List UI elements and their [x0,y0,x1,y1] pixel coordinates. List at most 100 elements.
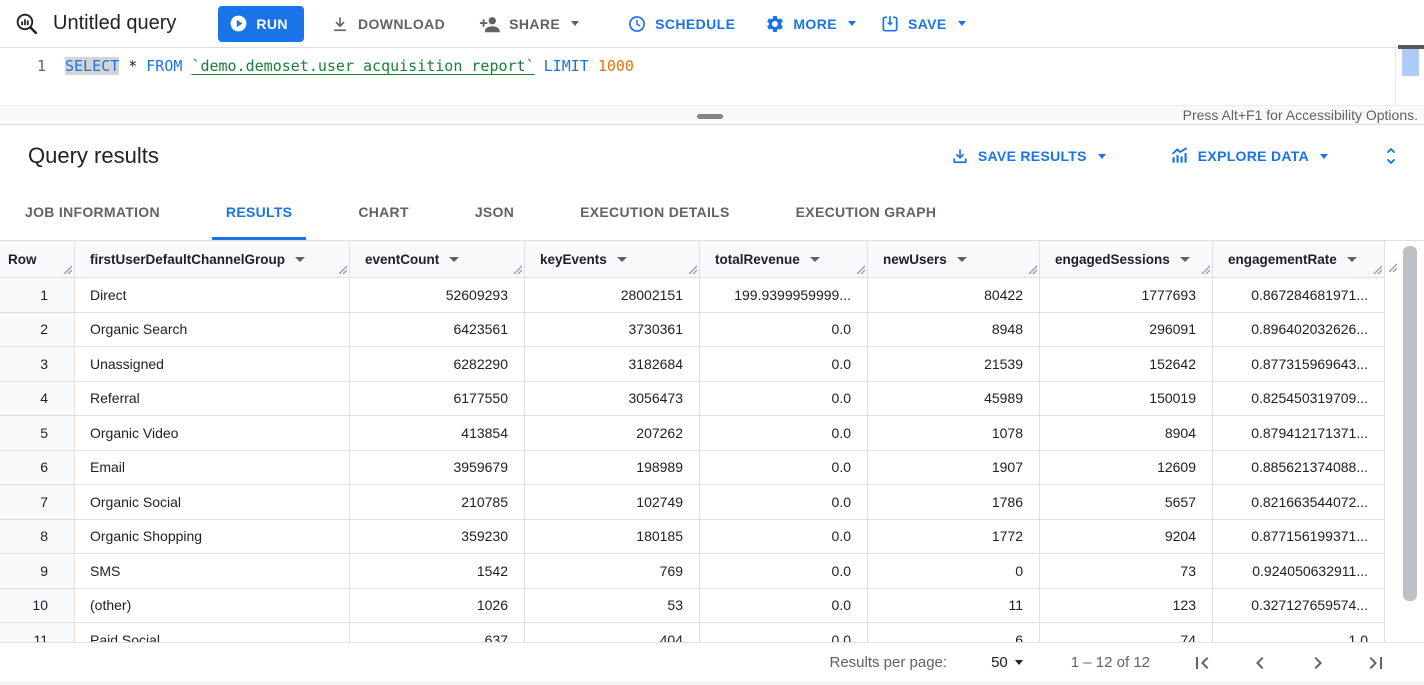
column-label: keyEvents [540,251,607,267]
column-menu-caret-icon[interactable] [616,256,627,262]
column-header-row[interactable]: Row [0,241,75,277]
column-header-engagementrate[interactable]: engagementRate [1213,241,1385,277]
table-cell: 12609 [1040,450,1213,484]
save-button[interactable]: SAVE [880,14,966,34]
table-cell: 74 [1040,623,1213,642]
table-row: 2 Organic Search 6423561 3730361 0.0 8948 2960… [0,312,1385,347]
column-header-engagedsessions[interactable]: engagedSessions [1040,241,1213,277]
table-cell: 73 [1040,554,1213,588]
table-cell: 102749 [525,485,700,519]
table-cell: Organic Social [75,485,350,519]
sql-keyword-from: FROM [146,57,183,75]
resize-handle-icon[interactable] [856,265,865,274]
table-cell: 0.0 [700,519,868,553]
previous-page-button[interactable] [1248,651,1272,675]
share-button[interactable]: SHARE [479,13,580,35]
query-toolbar: Untitled query RUN DOWNLOAD SHARE [0,0,1424,48]
table-cell: 210785 [350,485,525,519]
table-header-row: Row firstUserDefaultChannelGroup eventCoun… [0,241,1385,278]
resize-handle-icon[interactable] [1388,263,1397,272]
column-header-firstuserdefaultchannelgroup[interactable]: firstUserDefaultChannelGroup [75,241,350,277]
table-cell: 0.0 [700,450,868,484]
play-circle-icon [229,14,248,33]
editor-scrollbar-thumb[interactable] [1402,49,1419,76]
pagination-bar: Results per page: 50 1 – 12 of 12 [0,642,1424,682]
table-cell: 150019 [1040,381,1213,415]
save-label: SAVE [907,15,947,32]
table-scrollbar-thumb[interactable] [1403,246,1417,601]
next-page-button[interactable] [1306,651,1330,675]
table-cell: 6282290 [350,347,525,381]
table-cell: 0.0 [700,485,868,519]
explore-data-button[interactable]: EXPLORE DATA [1170,146,1328,166]
row-number-cell: 4 [0,381,75,415]
tab-execution-details[interactable]: EXECUTION DETAILS [580,203,730,220]
first-page-button[interactable] [1190,651,1214,675]
table-cell: 6 [868,623,1040,642]
run-button[interactable]: RUN [218,5,304,42]
column-menu-caret-icon[interactable] [956,256,967,262]
row-number-cell: 8 [0,519,75,553]
last-page-button[interactable] [1364,651,1388,675]
table-row: 8 Organic Shopping 359230 180185 0.0 1772 9204… [0,519,1385,554]
save-results-button[interactable]: SAVE RESULTS [950,146,1106,166]
splitter-handle[interactable] [697,114,723,119]
resize-handle-icon[interactable] [688,265,697,274]
table-cell: 52609293 [350,278,525,312]
column-menu-caret-icon[interactable] [295,256,306,262]
resize-handle-icon[interactable] [1201,265,1210,274]
row-number-cell: 9 [0,554,75,588]
table-cell: 45989 [868,381,1040,415]
tab-json[interactable]: JSON [474,203,515,220]
sql-editor[interactable]: 1 SELECT * FROM `demo.demoset.user_acqui… [0,45,1424,105]
table-row: 10 (other) 1026 53 0.0 11 123 0.327127659574... [0,588,1385,623]
column-menu-caret-icon[interactable] [1346,256,1357,262]
download-button[interactable]: DOWNLOAD [330,14,445,34]
table-cell: 1078 [868,416,1040,450]
table-cell: 0.867284681971... [1213,278,1385,312]
column-menu-caret-icon[interactable] [449,256,460,262]
resize-handle-icon[interactable] [513,265,522,274]
resize-handle-icon[interactable] [1373,265,1382,274]
tab-job-information[interactable]: JOB INFORMATION [25,203,160,220]
column-menu-caret-icon[interactable] [1179,256,1190,262]
sql-code-line[interactable]: SELECT * FROM `demo.demoset.user_acquisi… [65,57,634,75]
table-cell: 0.924050632911... [1213,554,1385,588]
more-label: MORE [793,15,837,32]
row-number-cell: 5 [0,416,75,450]
tab-results[interactable]: RESULTS [211,186,307,240]
table-row: 5 Organic Video 413854 207262 0.0 1078 8904 0.8… [0,416,1385,451]
tab-chart[interactable]: CHART [358,203,409,220]
table-cell: 0.877315969643... [1213,347,1385,381]
table-cell: 53 [525,588,700,622]
resize-handle-icon[interactable] [1028,265,1037,274]
table-cell: 1777693 [1040,278,1213,312]
column-header-totalrevenue[interactable]: totalRevenue [700,241,868,277]
resize-handle-icon[interactable] [338,265,347,274]
more-button[interactable]: MORE [765,14,856,34]
chevron-down-icon [1014,660,1023,665]
schedule-button[interactable]: SCHEDULE [627,14,735,34]
table-cell: 28002151 [525,278,700,312]
sql-table-reference[interactable]: `demo.demoset.user_acquisition_report` [191,57,535,75]
table-cell: 152642 [1040,347,1213,381]
table-cell: 6177550 [350,381,525,415]
column-header-newusers[interactable]: newUsers [868,241,1040,277]
horizontal-scrollbar-track[interactable] [0,682,1424,685]
table-cell: 0.885621374088... [1213,450,1385,484]
sql-keyword-select: SELECT [65,57,120,75]
table-cell: SMS [75,554,350,588]
column-header-keyevents[interactable]: keyEvents [525,241,700,277]
column-menu-caret-icon[interactable] [809,256,820,262]
table-cell: 21539 [868,347,1040,381]
table-cell: 8948 [868,312,1040,346]
resize-handle-icon[interactable] [63,265,72,274]
column-header-eventcount[interactable]: eventCount [350,241,525,277]
tab-execution-graph[interactable]: EXECUTION GRAPH [795,203,937,220]
page-size-select[interactable]: 50 [991,654,1023,671]
table-cell: 207262 [525,416,700,450]
collapse-results-button[interactable] [1380,145,1402,167]
table-cell: 0.0 [700,554,868,588]
clock-icon [627,14,647,34]
table-cell: 180185 [525,519,700,553]
